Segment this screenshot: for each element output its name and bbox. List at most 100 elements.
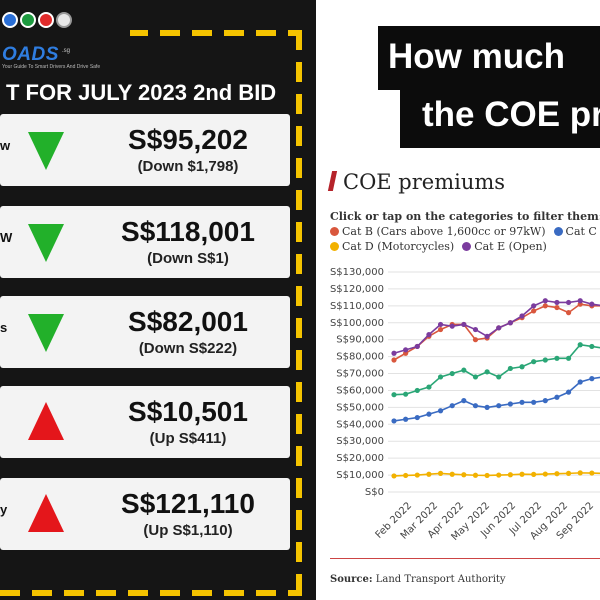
category-label: s — [0, 320, 8, 335]
data-point — [577, 298, 583, 304]
dashed-border-right — [296, 30, 302, 600]
data-point — [437, 408, 444, 414]
source-text: Land Transport Authority — [375, 574, 506, 585]
result-card-2: W S$118,001 (Down S$1) — [0, 206, 290, 278]
y-tick-label: S$0 — [365, 487, 384, 498]
data-point — [414, 387, 420, 394]
down-arrow-icon — [28, 132, 64, 170]
source-divider — [330, 558, 600, 559]
data-point — [565, 299, 572, 306]
data-point — [554, 304, 560, 311]
premium-change: (Down $1,798) — [137, 158, 239, 175]
y-tick-label: S$100,000 — [330, 318, 384, 329]
result-card-3: s S$82,001 (Down S$222) — [0, 296, 290, 368]
data-point — [519, 399, 525, 405]
data-point — [565, 470, 572, 476]
data-point — [449, 403, 455, 409]
data-point — [554, 471, 560, 477]
legend-dot-icon — [462, 242, 472, 251]
data-point — [589, 376, 595, 382]
data-point — [565, 355, 572, 361]
data-point — [496, 374, 502, 380]
data-point — [507, 365, 513, 372]
category-label: w — [0, 138, 11, 153]
data-point — [554, 394, 560, 400]
data-point — [391, 473, 397, 479]
y-tick-label: S$80,000 — [336, 352, 384, 363]
data-point — [414, 343, 420, 350]
legend-dot-icon — [553, 227, 563, 236]
legend-cat-e[interactable]: Cat E (Open) — [462, 240, 547, 253]
data-point — [519, 313, 525, 319]
data-point — [577, 379, 583, 385]
premium-change: (Up S$411) — [149, 430, 227, 447]
data-point — [589, 301, 595, 307]
data-point — [484, 404, 490, 410]
coe-results-panel: OADS .sg Your Guide To Smart Drivers And… — [0, 0, 316, 600]
data-point — [472, 374, 479, 380]
legend-cat-d[interactable]: Cat D (Motorcycles) — [330, 240, 454, 253]
headline-banner-line2: the COE pr — [400, 86, 600, 148]
data-point — [531, 471, 537, 477]
legend-label: Cat B (Cars above 1,600cc or 97kW) — [342, 225, 546, 238]
result-card-1: w S$95,202 (Down $1,798) — [0, 114, 290, 186]
data-point — [577, 470, 583, 476]
filter-hint-text: Click or tap on the categories to filter… — [330, 210, 600, 223]
banner-text-1: How much — [388, 37, 565, 76]
data-point — [403, 391, 409, 397]
data-point — [391, 350, 397, 356]
result-card-5: y S$121,110 (Up S$1,110) — [0, 478, 290, 550]
data-point — [531, 359, 537, 365]
legend-label: Cat D (Motorcycles) — [342, 240, 455, 253]
data-point — [426, 471, 432, 477]
data-point — [519, 364, 525, 370]
data-point — [496, 403, 502, 409]
premium-change: (Down S$222) — [138, 340, 238, 357]
legend-row-2: Cat D (Motorcycles) Cat E (Open) — [330, 240, 555, 253]
data-point — [437, 321, 444, 328]
legend-cat-c[interactable]: Cat C — [553, 225, 597, 238]
data-point — [542, 357, 548, 363]
up-arrow-icon — [28, 402, 64, 440]
data-point — [507, 472, 513, 478]
legend-dot-icon — [330, 242, 339, 251]
data-point — [589, 343, 595, 350]
premium-price: S$121,110 — [121, 488, 255, 519]
y-tick-label: S$10,000 — [336, 470, 384, 481]
results-headline: T FOR JULY 2023 2nd BID — [6, 80, 277, 105]
legend-label: Cat C — [565, 225, 597, 238]
up-arrow-icon — [28, 494, 64, 532]
data-point — [414, 472, 420, 478]
premium-price: S$118,001 — [121, 216, 255, 247]
data-point — [542, 398, 548, 404]
y-tick-label: S$40,000 — [336, 419, 384, 430]
data-point — [472, 337, 479, 343]
data-point — [577, 342, 583, 348]
data-point — [531, 303, 537, 309]
dashed-border-bottom — [0, 590, 302, 596]
data-point — [542, 303, 548, 309]
premium-change: (Down S$1) — [147, 250, 229, 267]
legend-cat-b[interactable]: Cat B (Cars above 1,600cc or 97kW) — [330, 225, 546, 238]
filter-hint: Click or tap on the categories to filter… — [330, 210, 600, 223]
down-arrow-icon — [28, 314, 64, 352]
data-point — [449, 471, 455, 477]
data-point — [461, 472, 467, 478]
data-point — [507, 320, 513, 326]
data-point — [496, 472, 502, 478]
data-point — [554, 355, 560, 361]
title-accent-icon — [327, 171, 338, 191]
category-label: W — [0, 230, 13, 245]
data-point — [461, 367, 467, 373]
data-point — [403, 472, 409, 479]
site-logo[interactable]: OADS .sg Your Guide To Smart Drivers And… — [0, 0, 130, 80]
data-point — [565, 389, 572, 395]
category-label: y — [0, 502, 8, 517]
coe-line-chart[interactable]: S$0 S$10,000 S$20,000 S$30,000 S$40,000 S$50,… — [326, 262, 600, 552]
y-tick-label: S$20,000 — [336, 453, 384, 464]
legend-dot-icon — [330, 227, 339, 236]
data-point — [531, 308, 537, 314]
data-point — [484, 333, 490, 339]
series-line — [393, 376, 600, 422]
premium-change: (Up S$1,110) — [143, 522, 233, 539]
